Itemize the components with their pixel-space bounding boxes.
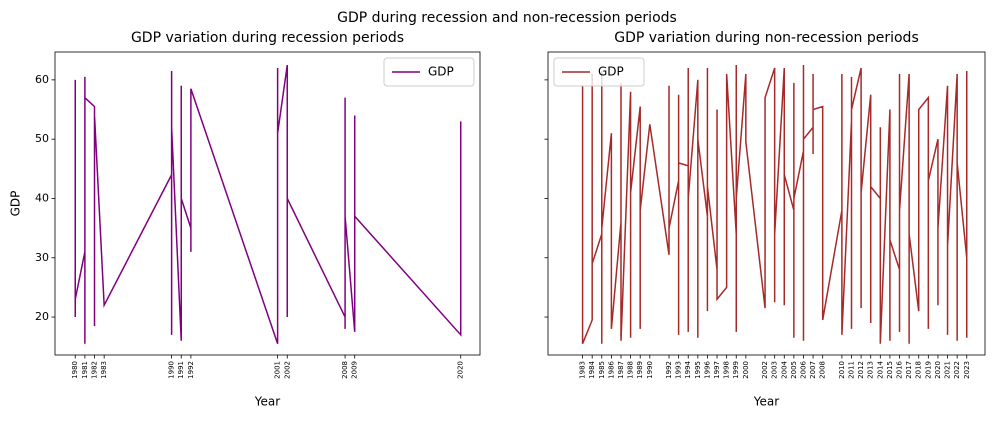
x-tick-label: 1985 — [598, 361, 606, 379]
x-tick-label: 1995 — [694, 361, 702, 379]
x-tick-label: 2021 — [944, 361, 952, 379]
x-tick-label: 2008 — [341, 361, 349, 379]
x-tick-label: 2023 — [963, 361, 971, 379]
legend-label: GDP — [598, 65, 624, 79]
x-tick-label: 1988 — [627, 361, 635, 379]
y-tick-label: 40 — [35, 191, 49, 204]
y-tick-label: 50 — [35, 132, 49, 145]
x-axis-label: Year — [254, 395, 280, 409]
legend-label: GDP — [428, 65, 454, 79]
x-tick-label: 2006 — [799, 360, 807, 378]
x-axis-label: Year — [753, 395, 779, 409]
x-tick-label: 1983 — [579, 361, 587, 379]
x-tick-label: 2011 — [847, 361, 855, 379]
x-tick-label: 2007 — [809, 361, 817, 379]
x-tick-label: 2012 — [857, 361, 865, 379]
x-tick-label: 1994 — [684, 360, 692, 378]
x-tick-label: 1982 — [91, 361, 99, 379]
legend-box — [553, 57, 645, 87]
x-tick-label: 2010 — [838, 361, 846, 379]
x-tick-label: 2002 — [761, 361, 769, 379]
x-tick-label: 2015 — [886, 361, 894, 379]
x-tick-label: 2020 — [457, 361, 465, 379]
x-tick-label: 1989 — [636, 361, 644, 379]
x-tick-label: 2001 — [274, 361, 282, 379]
x-tick-label: 1983 — [100, 361, 108, 379]
x-tick-label: 1984 — [588, 360, 596, 378]
figure-title: GDP during recession and non-recession p… — [337, 10, 677, 26]
x-tick-label: 2017 — [905, 361, 913, 379]
legend-box — [383, 57, 475, 87]
x-tick-label: 2016 — [896, 360, 904, 378]
x-tick-label: 1993 — [675, 361, 683, 379]
x-tick-label: 2013 — [867, 361, 875, 379]
x-tick-label: 1987 — [617, 361, 625, 379]
y-tick-label: 30 — [35, 251, 49, 264]
x-tick-label: 1980 — [71, 361, 79, 379]
x-tick-label: 2014 — [876, 360, 884, 378]
chart-title: GDP variation during non-recession perio… — [614, 30, 919, 46]
x-tick-label: 1992 — [187, 361, 195, 379]
chart-title: GDP variation during recession periods — [131, 30, 404, 46]
x-tick-label: 1996 — [703, 360, 711, 378]
x-tick-label: 1986 — [607, 360, 615, 378]
y-tick-label: 60 — [35, 73, 49, 86]
y-axis-label: GDP — [9, 191, 23, 217]
x-tick-label: 2018 — [915, 361, 923, 379]
x-tick-label: 2022 — [953, 361, 961, 379]
data-line — [74, 64, 462, 344]
x-tick-label: 1998 — [723, 361, 731, 379]
x-tick-label: 2000 — [742, 361, 750, 379]
x-tick-label: 1981 — [81, 361, 89, 379]
data-line — [581, 65, 968, 345]
x-tick-label: 1992 — [665, 361, 673, 379]
x-tick-label: 1997 — [713, 361, 721, 379]
x-tick-label: 1999 — [732, 361, 740, 379]
x-tick-label: 2004 — [780, 360, 788, 378]
x-tick-label: 2020 — [934, 361, 942, 379]
x-tick-label: 2003 — [771, 361, 779, 379]
plot-frame — [54, 51, 481, 356]
x-tick-label: 2005 — [790, 361, 798, 379]
x-tick-label: 2019 — [924, 361, 932, 379]
x-tick-label: 1990 — [168, 361, 176, 379]
x-tick-label: 2002 — [283, 361, 291, 379]
x-tick-label: 1991 — [177, 361, 185, 379]
x-tick-label: 2009 — [351, 361, 359, 379]
x-tick-label: 1990 — [646, 361, 654, 379]
plot-frame — [547, 51, 986, 356]
y-tick-label: 20 — [35, 310, 49, 323]
x-tick-label: 2008 — [819, 361, 827, 379]
